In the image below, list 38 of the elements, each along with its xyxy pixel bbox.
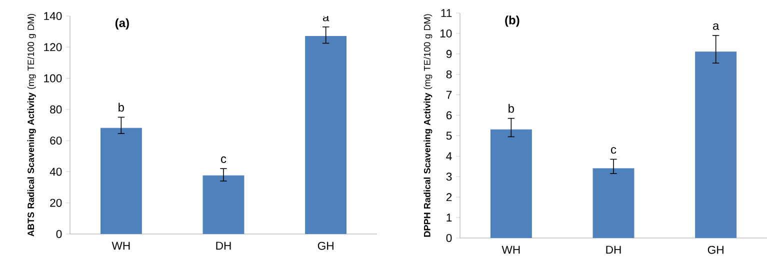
x-tick-label: WH — [502, 246, 520, 254]
annotation: c — [221, 156, 226, 164]
y-tick-label: 40 — [50, 168, 62, 176]
x-tick-label: GH — [708, 246, 724, 254]
x-tick-label: DH — [606, 246, 621, 254]
y-tick-label: 120 — [44, 43, 62, 52]
y-tick-label: 7 — [446, 90, 452, 99]
annotation: b — [508, 104, 514, 113]
y-tick-label: 11 — [441, 9, 452, 17]
y-tick-label: 0 — [446, 234, 452, 242]
annotation: c — [611, 147, 616, 154]
y-tick-label: 2 — [446, 193, 452, 202]
y-tick-label: 0 — [56, 230, 62, 238]
y-tick-label: 4 — [446, 152, 452, 160]
y-tick-label: 9 — [446, 50, 452, 58]
y-tick-label: 140 — [44, 12, 62, 20]
bar — [592, 168, 634, 238]
annotation: a — [713, 23, 720, 30]
x-tick-label: DH — [216, 242, 231, 250]
bar — [695, 52, 737, 238]
y-tick-label: 1 — [446, 214, 452, 222]
y-axis-title: DPPH Radical Scavening Activity (mg TE/100 g DM) — [424, 14, 432, 237]
y-tick-label: 5 — [446, 132, 452, 140]
annotation: b — [118, 102, 124, 112]
y-tick-label: 3 — [446, 172, 452, 181]
x-tick-label: WH — [112, 242, 130, 250]
chart-title: (a) — [115, 18, 129, 30]
y-axis-title: ABTS Radical Scavening Activity (mg TE/100 g DM) — [27, 14, 36, 236]
y-tick-label: 80 — [50, 105, 62, 114]
y-tick-label: 20 — [50, 198, 62, 207]
y-tick-label: 10 — [440, 29, 452, 38]
y-tick-label: 6 — [446, 111, 452, 120]
chart-title: (b) — [505, 16, 520, 27]
y-tick-label: 60 — [50, 136, 62, 145]
y-tick-label: 100 — [44, 74, 62, 82]
bar — [490, 129, 532, 238]
x-tick-label: GH — [318, 242, 334, 250]
y-tick-label: 8 — [446, 70, 452, 78]
